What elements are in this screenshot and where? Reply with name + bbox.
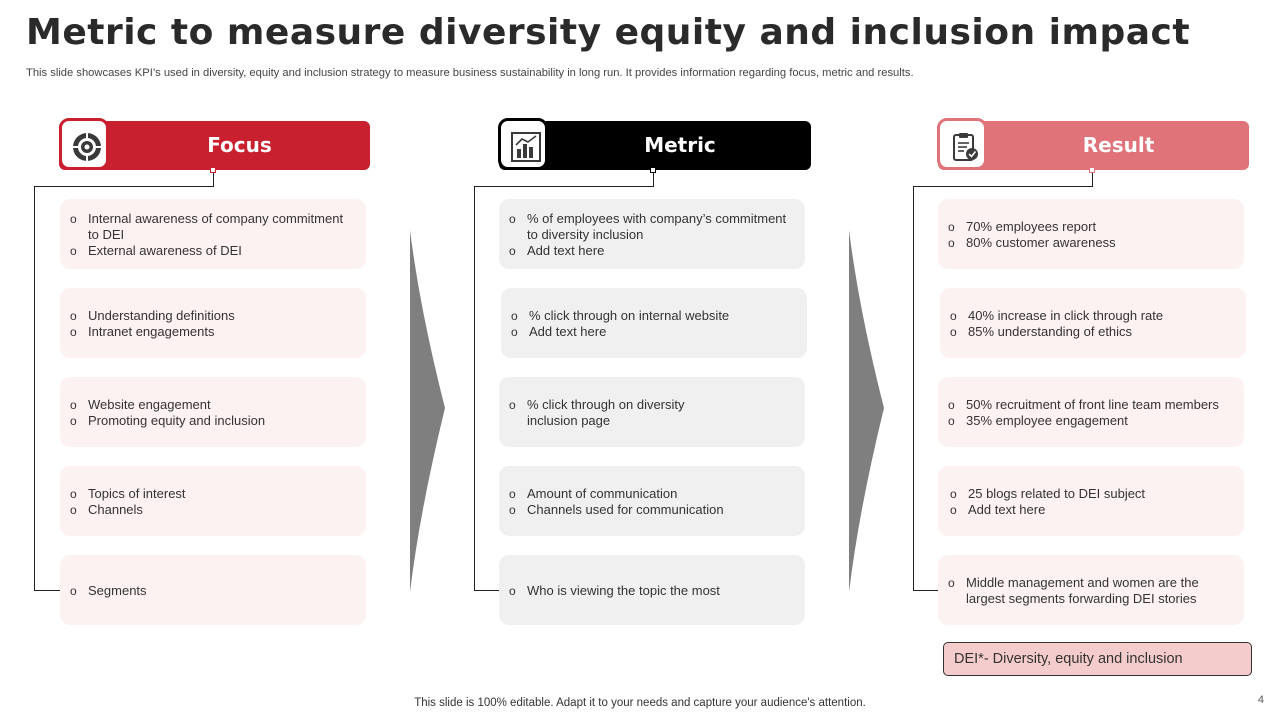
list-item: 35% employee engagement [948,413,1234,429]
slide-footer: This slide is 100% editable. Adapt it to… [414,697,866,709]
focus-icon-box [59,118,109,170]
focus-box-5: Segments [60,555,366,625]
list-item: 25 blogs related to DEI subject [950,486,1234,502]
list-item: Topics of interest [70,486,356,502]
list-item: External awareness of DEI [70,243,356,259]
result-connector-stub [1092,170,1093,186]
list-item: 40% increase in click through rate [950,308,1236,324]
bar-chart-icon [511,132,541,162]
focus-box-1: Internal awareness of company commitment… [60,199,366,269]
focus-connector-bracket [34,186,60,591]
focus-connector-stub [213,170,214,186]
metric-box-5: Who is viewing the topic the most [499,555,805,625]
list-item: Amount of communication [509,486,795,502]
dei-definition-note: DEI*- Diversity, equity and inclusion [943,642,1252,676]
list-item: % of employees with company’s commitment… [509,211,795,243]
slide-title: Metric to measure diversity equity and i… [26,12,1191,53]
clipboard-check-icon [953,133,978,161]
list-item: 70% employees report [948,219,1234,235]
list-item: Promoting equity and inclusion [70,413,356,429]
focus-connector-top [34,186,214,187]
list-item: Add text here [509,243,795,259]
metric-header: Metric [499,121,811,170]
result-header-label: Result [1082,133,1155,157]
focus-connector-dot [210,167,216,173]
result-connector-top [913,186,1093,187]
result-box-4: 25 blogs related to DEI subjectAdd text … [938,466,1244,536]
target-icon [71,131,103,163]
metric-box-2: % click through on internal websiteAdd t… [501,288,807,358]
metric-box-1: % of employees with company’s commitment… [499,199,805,269]
list-item: Intranet engagements [70,324,356,340]
metric-connector-bracket [474,186,500,591]
list-item: Internal awareness of company commitment… [70,211,356,243]
metric-box-4: Amount of communicationChannels used for… [499,466,805,536]
focus-box-4: Topics of interestChannels [60,466,366,536]
focus-box-3: Website engagementPromoting equity and i… [60,377,366,447]
list-item: 50% recruitment of front line team membe… [948,397,1234,413]
focus-header: Focus [59,121,370,170]
focus-box-2: Understanding definitionsIntranet engage… [60,288,366,358]
result-header: Result [938,121,1249,170]
result-box-3: 50% recruitment of front line team membe… [938,377,1244,447]
list-item: Add text here [511,324,797,340]
metric-box-3: % click through on diversity inclusion p… [499,377,805,447]
metric-to-result-arrow [849,230,884,592]
result-box-2: 40% increase in click through rate85% un… [940,288,1246,358]
list-item: Understanding definitions [70,308,356,324]
metric-connector-stub [653,170,654,186]
list-item: Channels [70,502,356,518]
result-box-1: 70% employees report80% customer awarene… [938,199,1244,269]
focus-header-label: Focus [207,133,272,157]
list-item: Website engagement [70,397,356,413]
list-item: Add text here [950,502,1234,518]
metric-icon-box [498,118,548,170]
list-item: Who is viewing the topic the most [509,583,795,599]
list-item: Segments [70,583,356,599]
result-box-5: Middle management and women are the larg… [938,555,1244,625]
list-item: 85% understanding of ethics [950,324,1236,340]
list-item: % click through on internal website [511,308,797,324]
result-icon-box [937,118,987,170]
focus-to-metric-arrow [410,230,445,592]
metric-connector-top [474,186,654,187]
result-connector-bracket [913,186,939,591]
slide-subtitle: This slide showcases KPI’s used in diver… [26,67,914,79]
result-connector-dot [1089,167,1095,173]
list-item: Middle management and women are the larg… [948,575,1214,607]
list-item: Channels used for communication [509,502,795,518]
page-number: 4 [1257,694,1264,706]
list-item: 80% customer awareness [948,235,1234,251]
list-item: % click through on diversity inclusion p… [509,397,685,429]
metric-connector-dot [650,167,656,173]
metric-header-label: Metric [644,133,716,157]
